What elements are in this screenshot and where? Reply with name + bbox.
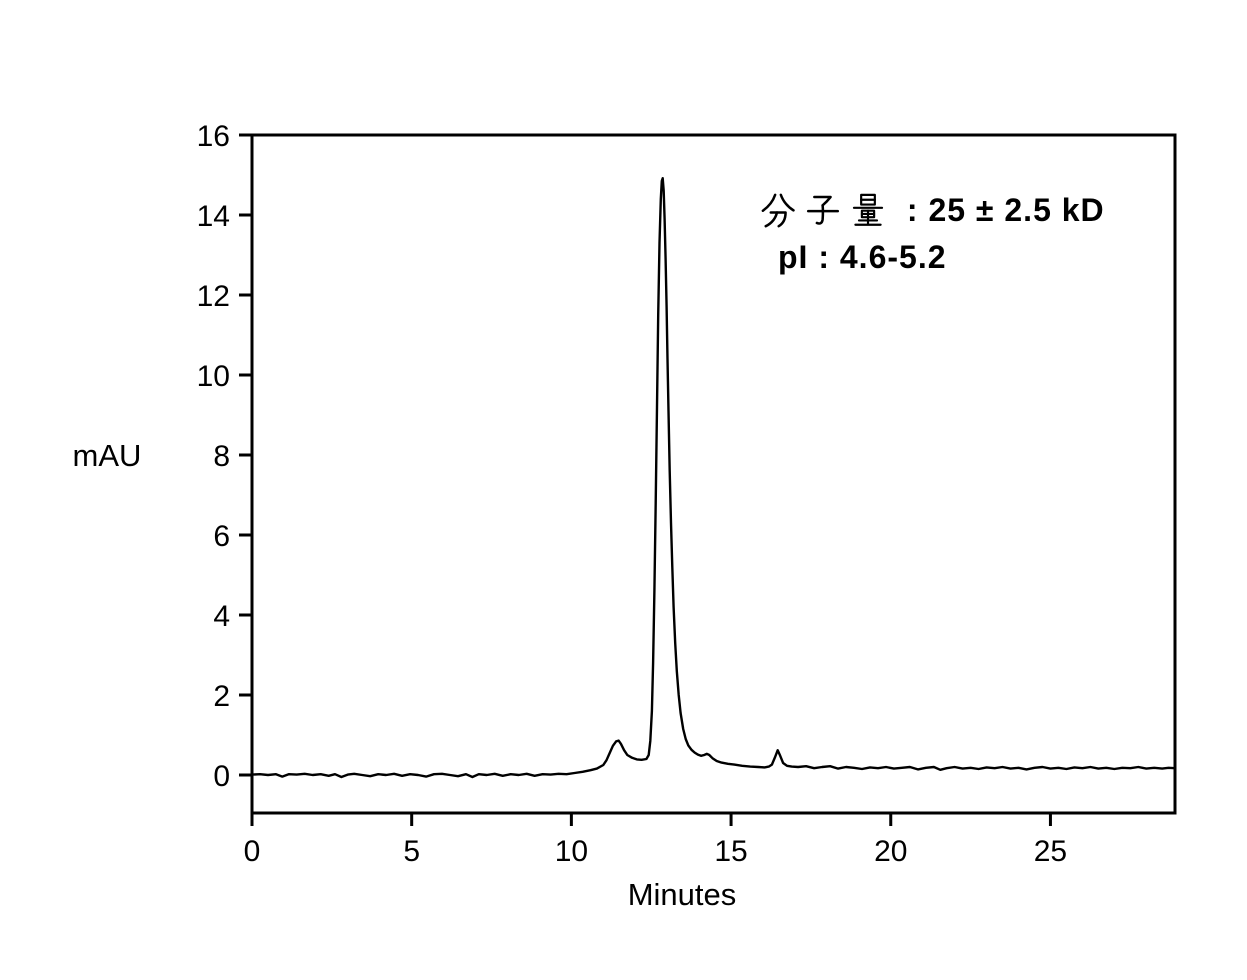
kanji-liang-icon [852, 193, 884, 226]
x-tick-label: 15 [714, 835, 747, 868]
y-tick-label: 10 [197, 360, 230, 393]
y-tick-label: 12 [197, 280, 230, 313]
x-tick-label: 0 [244, 835, 261, 868]
molecular-weight-annotation: : 25 ± 2.5 kD [760, 190, 1105, 230]
y-axis-ticks: 0 2 4 6 8 10 12 14 16 [197, 120, 252, 793]
x-tick-label: 25 [1034, 835, 1067, 868]
x-tick-label: 10 [555, 835, 588, 868]
y-tick-label: 8 [213, 440, 230, 473]
y-tick-label: 2 [213, 680, 230, 713]
y-tick-label: 0 [213, 760, 230, 793]
molecular-weight-value: : 25 ± 2.5 kD [897, 191, 1105, 228]
y-tick-label: 6 [213, 520, 230, 553]
kanji-zi-icon [806, 195, 840, 225]
x-tick-label: 5 [403, 835, 420, 868]
x-axis-ticks: 0 5 10 15 20 25 [244, 813, 1067, 868]
y-tick-label: 16 [197, 120, 230, 153]
x-tick-label: 20 [874, 835, 907, 868]
y-axis-title: mAU [73, 438, 142, 473]
y-tick-label: 4 [213, 600, 230, 633]
pi-annotation: pI : 4.6-5.2 [778, 239, 947, 275]
chromatogram-trace [250, 176, 1177, 779]
y-tick-label: 14 [197, 200, 230, 233]
kanji-fen-icon [761, 193, 795, 228]
annotation-block: : 25 ± 2.5 kD pI : 4.6-5.2 [760, 190, 1105, 276]
x-axis-title: Minutes [628, 877, 737, 912]
molecular-weight-kanji-label [760, 192, 895, 228]
plot-frame [250, 133, 1177, 815]
